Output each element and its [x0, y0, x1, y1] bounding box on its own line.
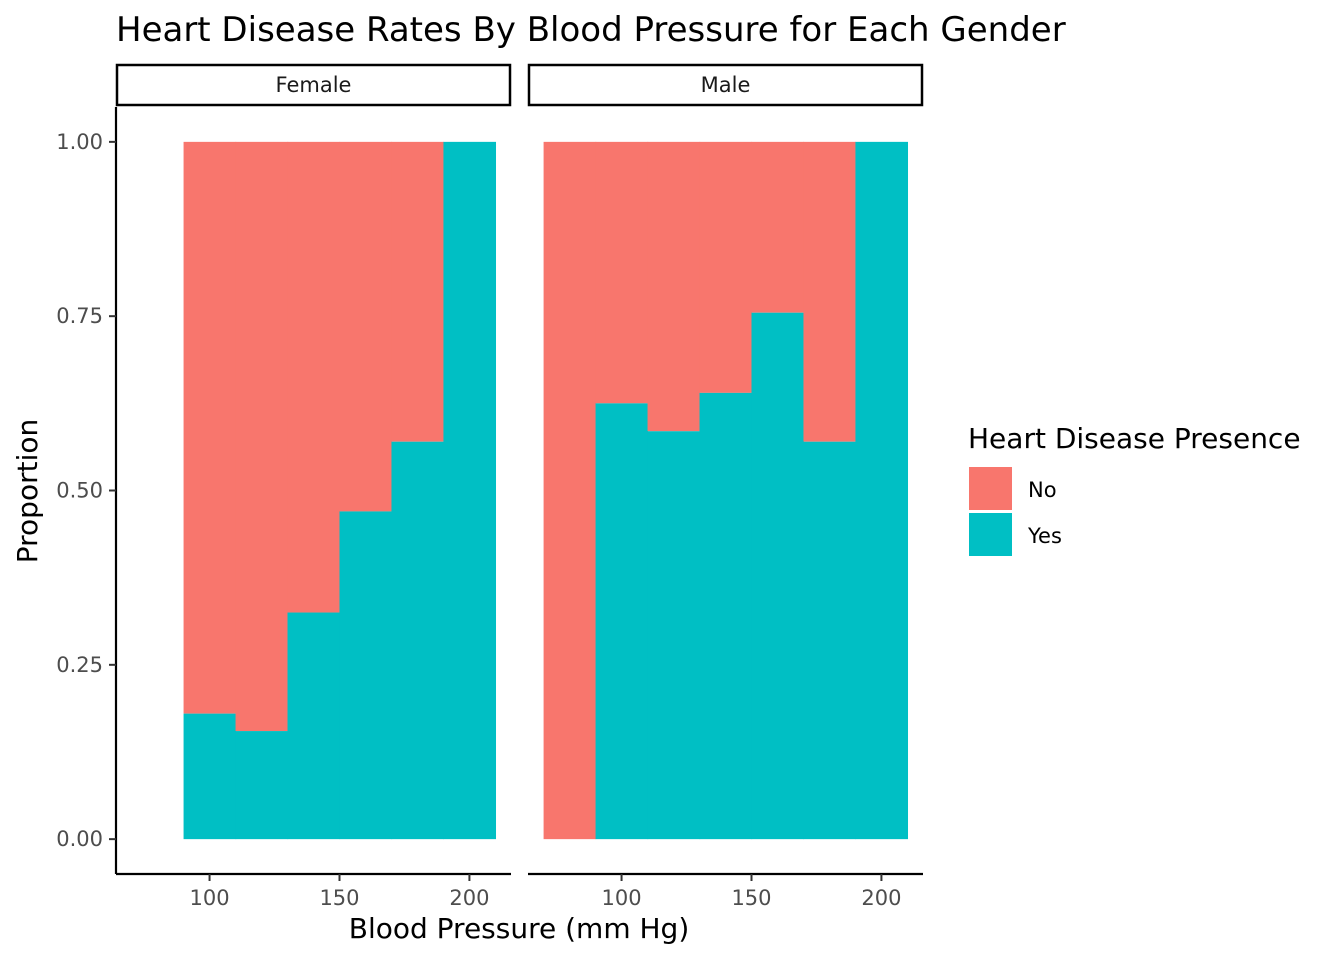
legend: Heart Disease Presence No Yes	[968, 422, 1301, 556]
y-axis-title: Proportion	[11, 419, 44, 563]
bar-no	[391, 141, 445, 442]
x-tick-label: 100	[602, 886, 642, 910]
bar-yes	[751, 312, 805, 840]
bar-no	[595, 141, 649, 404]
y-tick-label: 0.00	[56, 827, 103, 851]
bar-no	[543, 141, 597, 840]
legend-key-yes	[969, 513, 1012, 556]
bar-yes	[391, 441, 445, 840]
y-tick-label: 0.75	[56, 304, 103, 328]
bar-yes	[287, 612, 341, 840]
facet-label: Female	[276, 73, 352, 97]
bar-yes	[855, 141, 909, 840]
facet-label: Male	[701, 73, 751, 97]
x-tick-label: 200	[861, 886, 901, 910]
facet-panel-male: Male 100 150 200	[527, 63, 924, 910]
bar-yes	[699, 392, 753, 840]
legend-label-no: No	[1028, 478, 1057, 502]
bar-yes	[235, 731, 289, 840]
bar-yes	[443, 141, 497, 840]
facet-panel-female: Female 100 150 200 0.00 0.25 0.50 0.75 1.00	[56, 63, 512, 910]
bar-no	[647, 141, 701, 432]
x-tick-label: 150	[731, 886, 771, 910]
x-tick-label: 200	[449, 886, 489, 910]
y-tick-label: 0.50	[56, 479, 103, 503]
x-axis-title: Blood Pressure (mm Hg)	[349, 912, 690, 945]
bar-yes	[647, 431, 701, 840]
bar-yes	[183, 713, 237, 840]
bar-no	[339, 141, 393, 512]
bar-yes	[595, 403, 649, 840]
y-tick-label: 1.00	[56, 130, 103, 154]
x-tick-label: 100	[190, 886, 230, 910]
legend-title: Heart Disease Presence	[968, 422, 1301, 455]
bar-yes	[803, 441, 857, 840]
y-tick-label: 0.25	[56, 653, 103, 677]
legend-label-yes: Yes	[1027, 524, 1062, 548]
bar-no	[699, 141, 753, 393]
bar-no	[235, 141, 289, 732]
facet-strip	[115, 63, 512, 107]
chart-title: Heart Disease Rates By Blood Pressure fo…	[116, 10, 1066, 50]
legend-key-no	[969, 467, 1012, 510]
bar-no	[287, 141, 341, 613]
bar-no	[751, 141, 805, 313]
bar-yes	[339, 511, 393, 840]
bar-no	[803, 141, 857, 442]
facet-strip	[527, 63, 924, 107]
bar-no	[183, 141, 237, 714]
x-tick-label: 150	[319, 886, 359, 910]
